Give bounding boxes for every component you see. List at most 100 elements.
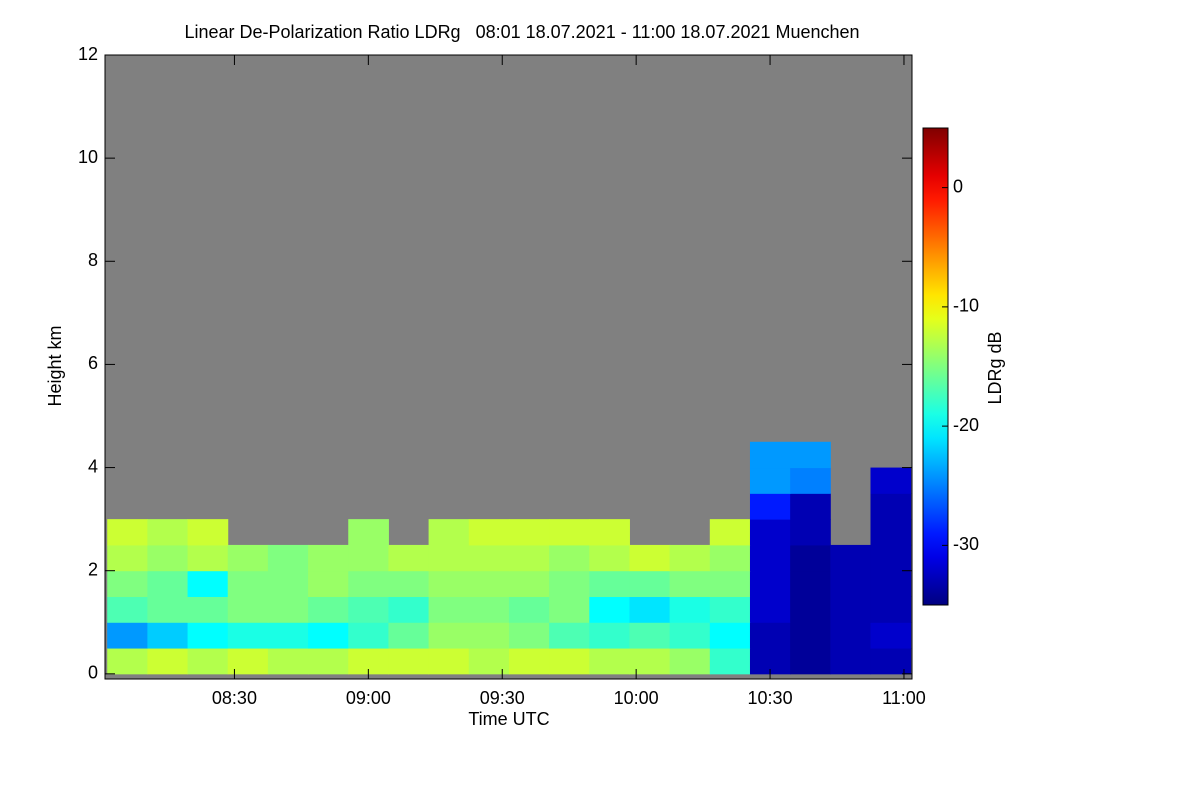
heatmap-cell [388,570,430,597]
heatmap-cell [790,596,831,623]
heatmap-cell [669,570,711,597]
heatmap-cell [267,570,309,597]
x-tick-label: 08:30 [212,688,257,708]
heatmap-cell [589,596,630,623]
heatmap-cell [508,544,550,572]
heatmap-cell [428,519,470,546]
heatmap-cell [709,544,751,572]
heatmap-cell [147,596,189,623]
x-tick-label: 09:30 [480,688,525,708]
heatmap-cell [147,622,189,649]
heatmap-cell [227,544,269,572]
heatmap-cell [468,622,510,649]
heatmap-cell [348,570,389,597]
heatmap-cell [549,648,590,675]
heatmap-cell [428,648,470,675]
heatmap-cell [790,648,831,675]
colorbar-tick-label: -20 [953,415,979,435]
heatmap-cell [629,570,671,597]
heatmap-cell [308,570,349,597]
colorbar-tick-label: 0 [953,176,963,196]
heatmap-cell [709,596,751,623]
x-tick-label: 10:00 [614,688,659,708]
heatmap-cell [549,622,590,649]
heatmap-cell [549,596,590,623]
heatmap-cell [508,519,550,546]
heatmap-cell [107,648,148,675]
heatmap-cell [870,544,912,572]
heatmap-cell [267,648,309,675]
heatmap-cell [749,596,791,623]
heatmap-cell [870,622,912,649]
heatmap-cell [107,622,148,649]
y-tick-label: 12 [78,44,98,64]
heatmap-cell [428,570,470,597]
heatmap-cell [830,622,871,649]
heatmap-cell [468,596,510,623]
heatmap-cell [187,570,229,597]
heatmap-cell [830,544,871,572]
heatmap-cell [830,596,871,623]
plot-frame [104,54,913,680]
heatmap-cell [388,544,430,572]
colorbar [922,127,949,606]
heatmap-cell [589,570,630,597]
heatmap-cell [227,648,269,675]
heatmap-cell [227,596,269,623]
y-tick-label: 8 [88,250,98,270]
heatmap-cell [830,570,871,597]
heatmap-cell [669,648,711,675]
heatmap-cell [749,493,791,520]
y-tick-label: 2 [88,559,98,579]
heatmap-cell [508,570,550,597]
heatmap-cell [629,596,671,623]
heatmap-cell [267,596,309,623]
heatmap-cell [790,493,831,520]
heatmap-cell [870,596,912,623]
heatmap-cell [709,570,751,597]
heatmap-cell [468,544,510,572]
heatmap-cell [267,622,309,649]
heatmap-cell [348,544,389,572]
x-tick-label: 11:00 [882,688,926,708]
heatmap-cell [790,441,831,469]
heatmap-cell [147,648,189,675]
heatmap-cell [629,544,671,572]
heatmap-cell [147,570,189,597]
heatmap-cell [749,441,791,469]
heatmap-cell [227,570,269,597]
heatmap-cell [388,622,430,649]
x-tick-label: 09:00 [346,688,391,708]
heatmap-cell [107,570,148,597]
heatmap-cell [147,544,189,572]
heatmap-cell [709,648,751,675]
y-tick-label: 4 [88,456,98,476]
heatmap-cell [870,570,912,597]
heatmap-cell [790,519,831,546]
heatmap-cell [107,519,148,546]
heatmap-cell [790,570,831,597]
heatmap-cell [790,622,831,649]
heatmap-cell [348,596,389,623]
heatmap-cell [870,493,912,520]
x-axis-title: Time UTC [468,709,549,729]
colorbar-title: LDRg dB [985,331,1005,404]
heatmap-cell [870,648,912,675]
heatmap-cell [549,570,590,597]
heatmap-cell [589,544,630,572]
heatmap-cell [187,544,229,572]
heatmap-cell [508,622,550,649]
heatmap-cell [468,570,510,597]
y-axis-title: Height km [45,325,65,406]
heatmap-cell [749,544,791,572]
heatmap-cell [508,596,550,623]
heatmap-cell [428,544,470,572]
heatmap-cell [749,622,791,649]
heatmap-cell [187,622,229,649]
heatmap-cell [508,648,550,675]
heatmap-cell [147,519,189,546]
heatmap-cell [187,519,229,546]
heatmap-cell [749,467,791,494]
colorbar-tick-label: -30 [953,534,979,554]
